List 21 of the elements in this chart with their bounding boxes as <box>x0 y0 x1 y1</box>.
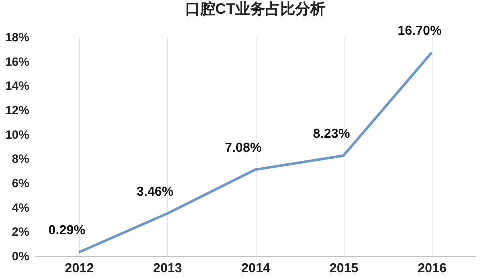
y-tick-label: 18% <box>5 30 30 44</box>
chart-title: 口腔CT业务占比分析 <box>186 0 326 18</box>
y-tick-label: 6% <box>12 176 30 190</box>
data-label: 7.08% <box>225 140 262 155</box>
y-tick-label: 14% <box>5 79 30 94</box>
data-label: 0.29% <box>48 222 86 238</box>
x-tick-label: 2015 <box>330 260 359 276</box>
data-label: 16.70% <box>398 22 442 38</box>
x-tick-label: 2013 <box>153 260 182 276</box>
y-tick-label: 0% <box>12 250 30 264</box>
x-tick-label: 2016 <box>418 260 447 276</box>
data-label: 3.46% <box>136 184 174 199</box>
y-tick-label: 10% <box>5 128 30 142</box>
x-tick-label: 2012 <box>65 260 94 276</box>
y-tick-label: 8% <box>12 152 30 166</box>
y-tick-label: 2% <box>12 225 30 240</box>
x-tick-label: 2014 <box>242 260 272 276</box>
y-tick-label: 12% <box>5 104 30 118</box>
data-label: 8.23% <box>313 126 351 141</box>
y-tick-label: 4% <box>12 200 30 215</box>
y-tick-label: 16% <box>5 54 30 69</box>
